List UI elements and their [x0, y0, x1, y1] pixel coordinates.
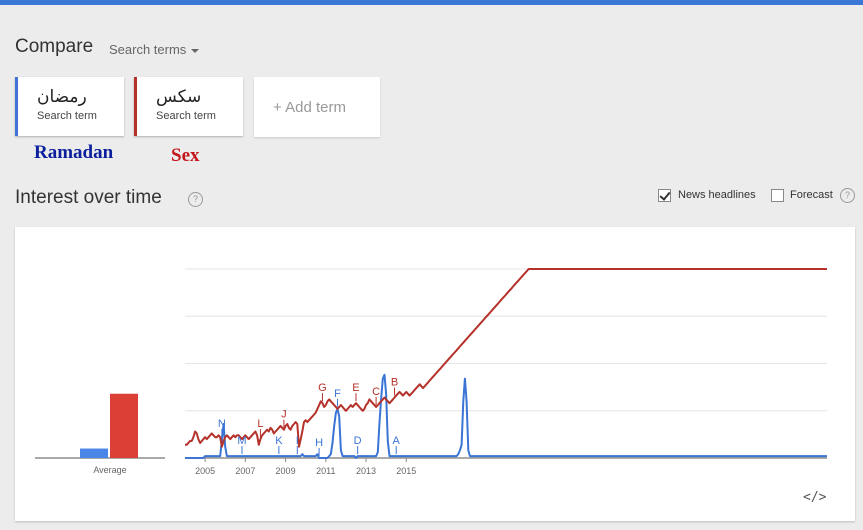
overlay-label-ramadan: Ramadan — [34, 142, 114, 163]
term-card-sex[interactable]: سکس Search term — [134, 77, 243, 136]
add-term-button[interactable]: + Add term — [254, 77, 380, 137]
annotation-label: D — [354, 435, 362, 447]
forecast-label: Forecast — [790, 189, 833, 201]
annotation-label: N — [218, 418, 226, 430]
interest-over-time-title: Interest over time — [15, 187, 162, 208]
annotation-label: A — [393, 435, 401, 447]
annotation-label: K — [275, 435, 283, 447]
average-bar — [80, 448, 108, 458]
annotation-label: B — [391, 377, 398, 389]
annotation-label: F — [334, 388, 341, 400]
search-terms-label: Search terms — [109, 42, 187, 57]
news-headlines-label: News headlines — [678, 189, 756, 201]
x-tick-label: 2015 — [396, 466, 416, 476]
top-accent-bar — [0, 0, 863, 5]
series-line-ramadan — [185, 373, 827, 459]
annotation-label: J — [281, 409, 287, 421]
annotation-label: G — [318, 382, 327, 394]
annotation-label: M — [237, 435, 246, 447]
average-bar — [110, 393, 138, 458]
checkmark-icon — [659, 189, 671, 201]
annotation-label: C — [372, 386, 380, 398]
term-sub-label: Search term — [37, 110, 97, 122]
compare-title: Compare — [15, 36, 94, 57]
x-tick-label: 2009 — [276, 466, 296, 476]
term-text: سکس — [156, 87, 202, 107]
forecast-checkbox[interactable] — [771, 189, 784, 202]
term-sub-label: Search term — [156, 110, 216, 122]
news-headlines-checkbox[interactable] — [658, 189, 671, 202]
forecast-help-icon[interactable]: ? — [840, 188, 855, 203]
x-tick-label: 2007 — [235, 466, 255, 476]
help-icon[interactable]: ? — [188, 192, 203, 207]
embed-code-icon[interactable]: </> — [803, 490, 827, 505]
term-text: رمضان — [37, 87, 87, 107]
caret-down-icon — [191, 48, 200, 53]
series-line-sex — [185, 268, 827, 448]
overlay-label-sex: Sex — [171, 145, 200, 166]
x-tick-label: 2011 — [316, 466, 335, 476]
chart-panel: Average 2005 2007 2009 2011 2013 2015 N M L K J I H G F… — [15, 227, 855, 521]
term-card-ramadan[interactable]: رمضان Search term — [15, 77, 124, 136]
annotation-label: I — [296, 435, 299, 447]
x-tick-label: 2005 — [195, 466, 215, 476]
annotation-label: H — [315, 437, 323, 449]
add-term-label: + Add term — [273, 99, 346, 116]
x-tick-label: 2013 — [356, 466, 376, 476]
search-terms-dropdown[interactable]: Search terms — [109, 42, 200, 57]
average-label: Average — [93, 465, 126, 475]
annotation-label: E — [352, 382, 359, 394]
annotation-label: L — [257, 418, 263, 430]
